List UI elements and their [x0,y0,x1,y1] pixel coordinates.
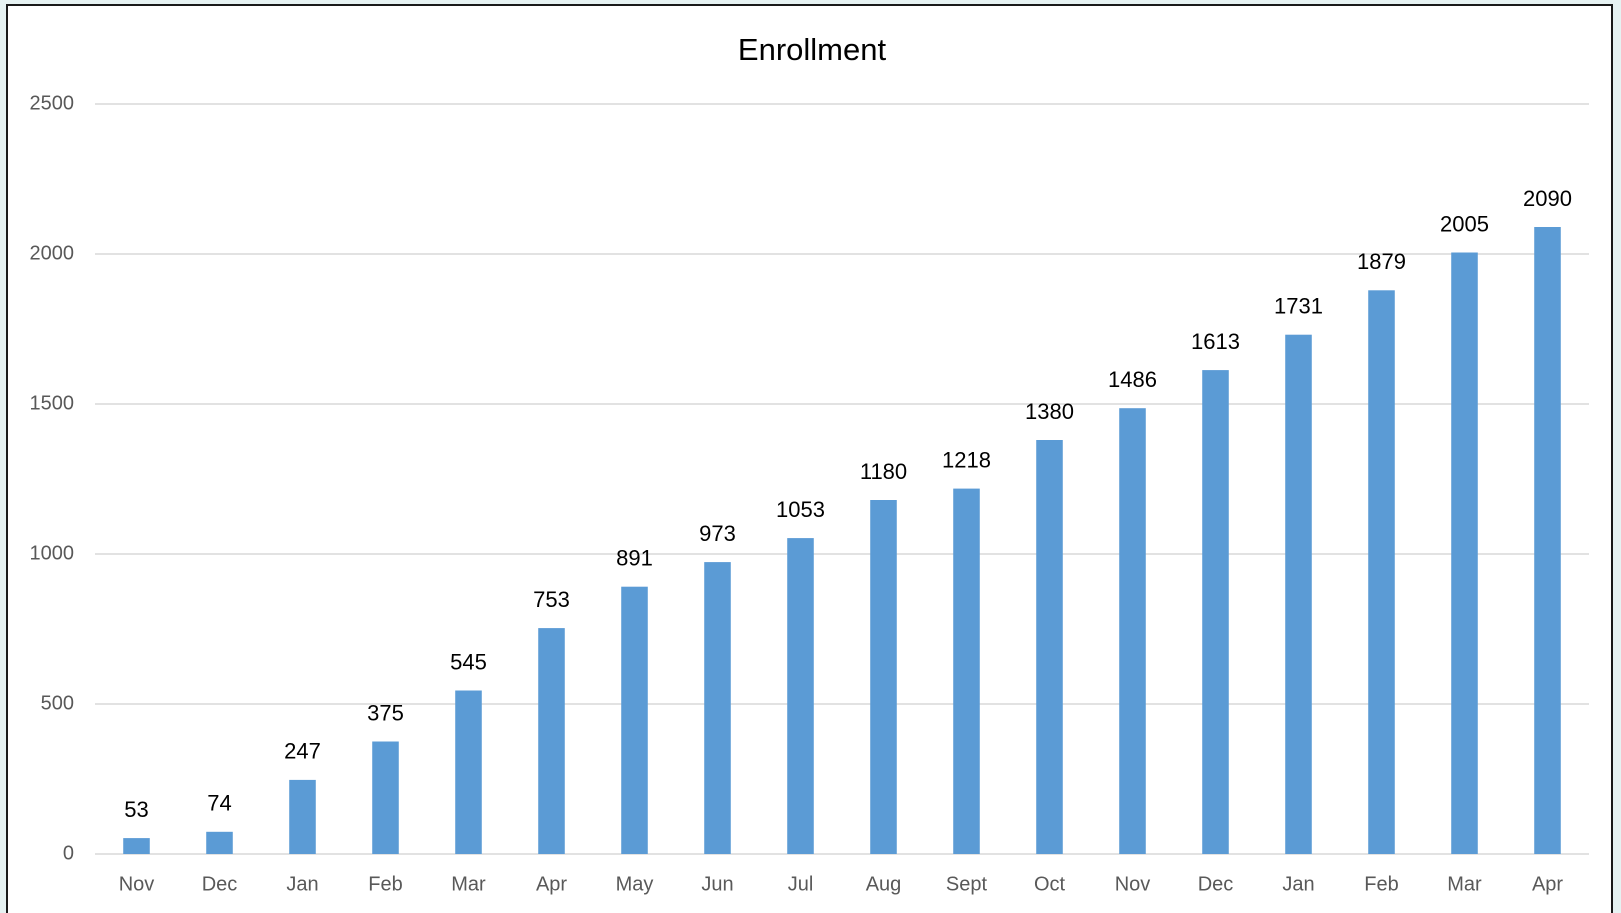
data-label: 1218 [942,447,991,472]
chart-title: Enrollment [738,32,887,67]
x-tick-label: Dec [202,873,238,895]
data-label: 1879 [1357,249,1406,274]
x-tick-label: Feb [1364,873,1398,895]
x-tick-label: Jan [1282,873,1314,895]
x-tick-label: Apr [1532,873,1563,895]
data-label: 2005 [1440,211,1489,236]
x-tick-label: Jun [701,873,733,895]
x-tick-label: Feb [368,873,402,895]
y-tick-label: 2000 [30,242,75,264]
data-label: 375 [367,700,404,725]
data-label: 2090 [1523,186,1572,211]
bar [372,741,399,854]
bar [455,690,482,854]
x-tick-label: Nov [119,873,155,895]
bar [621,586,648,854]
bar [123,838,150,854]
bar [206,831,233,854]
x-tick-label: Jul [788,873,814,895]
bar [1202,370,1229,854]
x-tick-label: May [616,873,654,895]
y-tick-label: 0 [63,842,74,864]
bar [1036,440,1063,854]
data-label: 53 [124,797,148,822]
bar [1368,290,1395,854]
data-label: 1613 [1191,329,1240,354]
bar [1119,408,1146,854]
data-label: 973 [699,521,736,546]
data-label: 247 [284,739,321,764]
bar [289,779,316,854]
y-tick-label: 1000 [30,542,75,564]
data-label: 1180 [860,459,907,484]
y-tick-label: 2500 [30,92,75,114]
bar [538,628,565,854]
x-tick-label: Oct [1034,873,1066,895]
data-label: 753 [533,587,570,612]
bar [704,562,731,854]
x-tick-label: Nov [1115,873,1151,895]
data-label: 545 [450,649,487,674]
bar [870,500,897,854]
bar [1451,252,1478,854]
y-tick-label: 500 [41,692,74,714]
data-label: 1380 [1025,399,1074,424]
bar [1285,334,1312,854]
data-label: 1053 [776,497,825,522]
bar [787,538,814,854]
data-label: 1486 [1108,367,1157,392]
bar [953,488,980,854]
x-tick-label: Dec [1198,873,1234,895]
y-tick-label: 1500 [30,392,75,414]
data-label: 1731 [1274,294,1323,319]
x-tick-label: Sept [946,873,988,895]
x-tick-label: Jan [286,873,318,895]
x-tick-label: Mar [1447,873,1482,895]
x-tick-label: Apr [536,873,567,895]
data-label: 891 [616,546,653,571]
x-tick-label: Aug [866,873,902,895]
bar [1534,227,1561,854]
x-tick-label: Mar [451,873,486,895]
data-label: 74 [207,791,231,816]
